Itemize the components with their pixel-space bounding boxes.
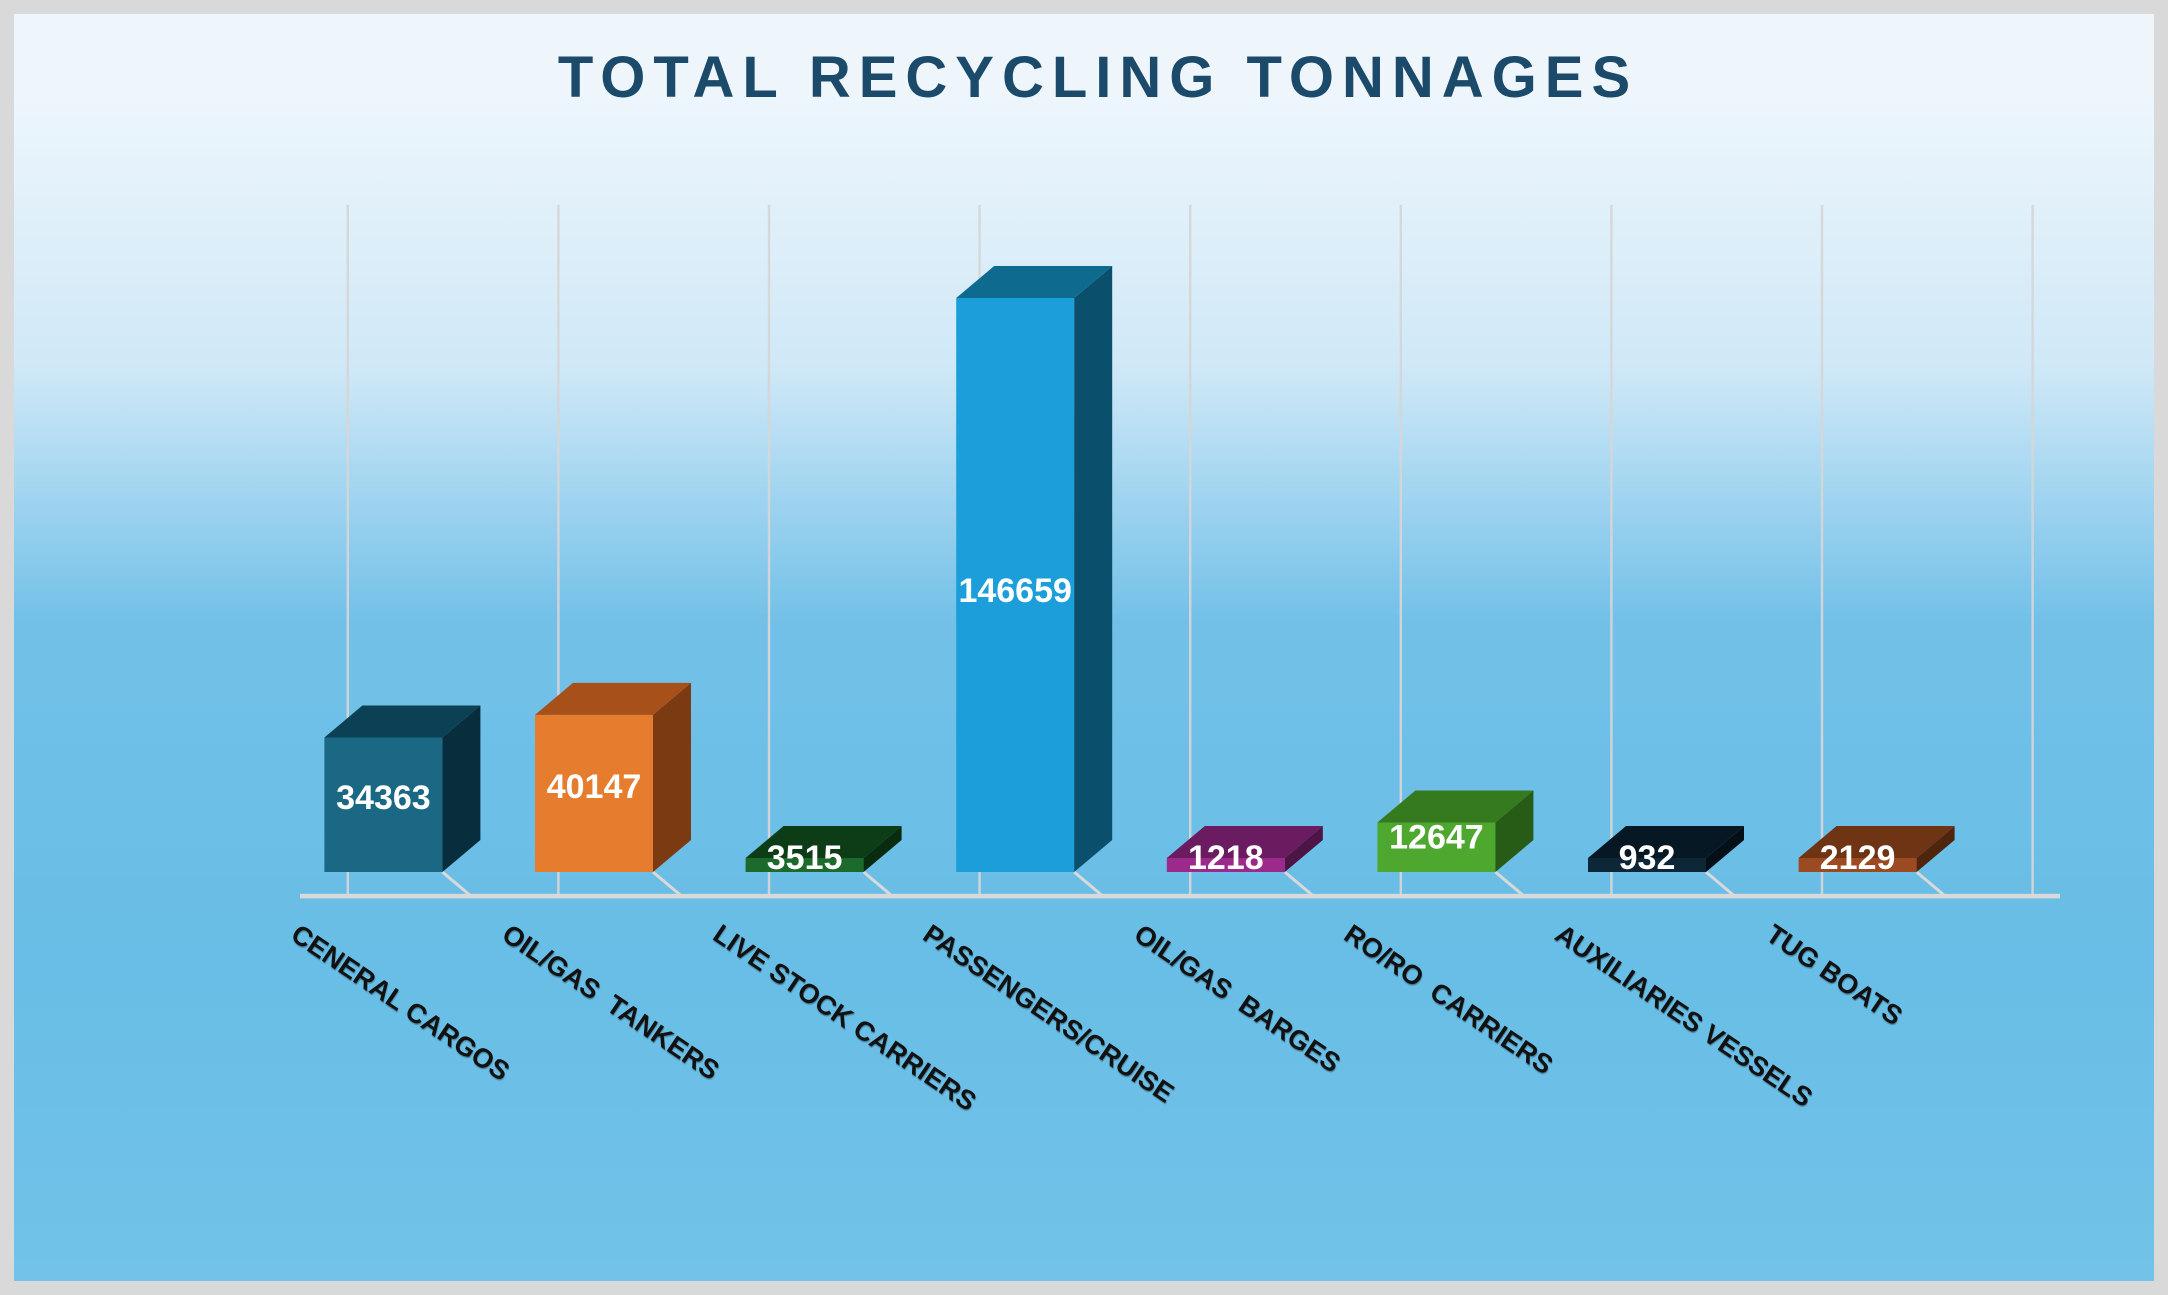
svg-text:12647: 12647 <box>1389 819 1484 857</box>
svg-text:34363: 34363 <box>336 779 431 817</box>
svg-text:40147: 40147 <box>547 768 642 806</box>
svg-text:3515: 3515 <box>767 839 843 877</box>
svg-text:146659: 146659 <box>958 572 1071 610</box>
svg-text:2129: 2129 <box>1820 839 1896 877</box>
svg-text:932: 932 <box>1619 839 1676 877</box>
svg-text:1218: 1218 <box>1188 839 1264 877</box>
